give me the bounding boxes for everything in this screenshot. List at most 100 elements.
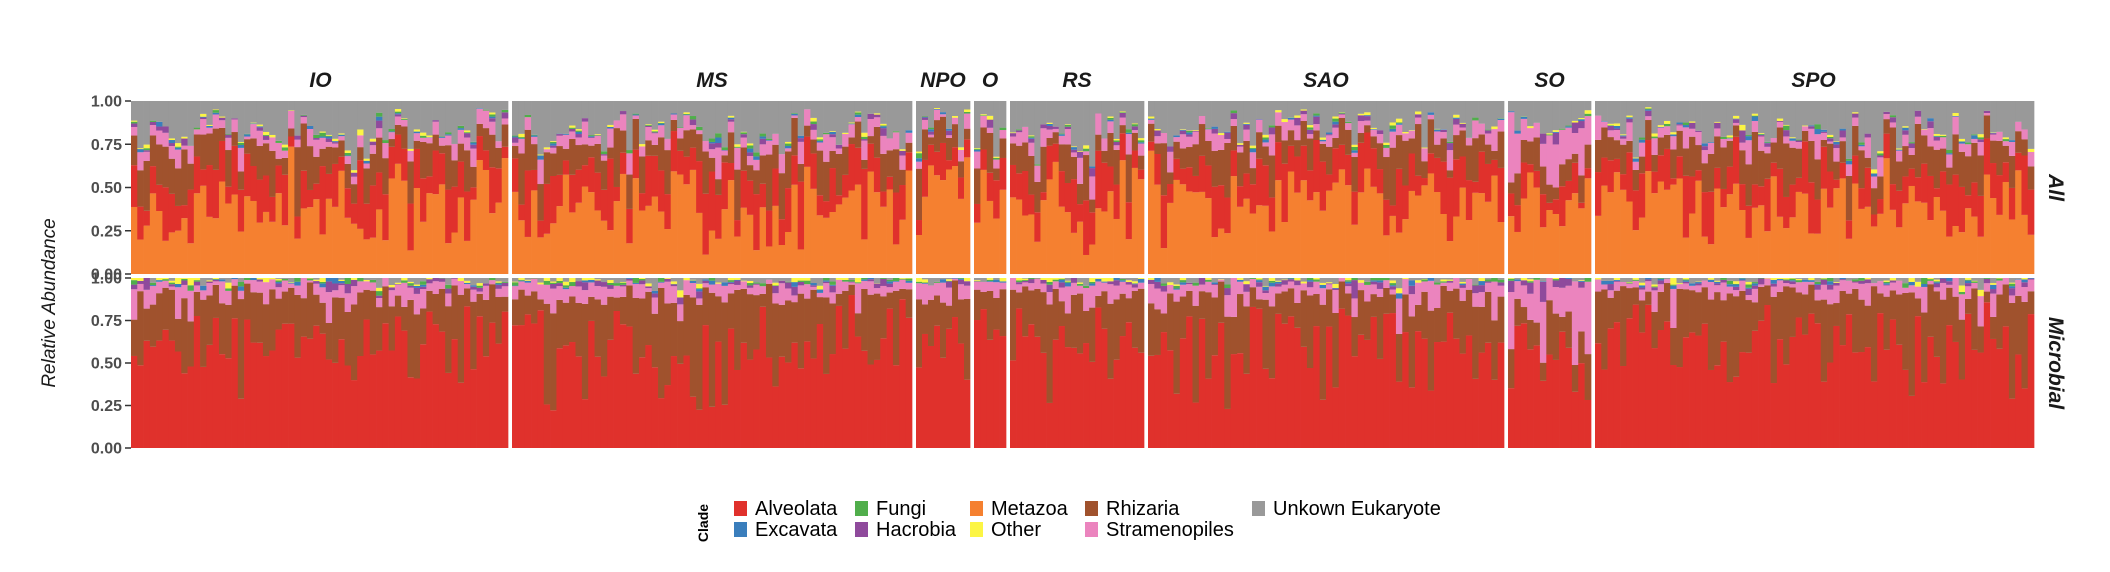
bar-segment-alveolata xyxy=(1052,339,1060,448)
bar-segment-stramenopiles xyxy=(1249,278,1257,288)
bar-segment-stramenopiles xyxy=(922,119,929,130)
bar-segment-metazoa xyxy=(464,240,471,274)
bar-segment-alveolata xyxy=(940,357,947,448)
bar-segment-alveolata xyxy=(791,342,799,448)
bar-segment-hacrobia xyxy=(325,281,333,293)
bar-segment-rhizaria xyxy=(1552,313,1560,360)
bar-segment-alveolata xyxy=(1345,315,1352,448)
bar-segment-rhizaria xyxy=(1281,140,1289,164)
bar-segment-other xyxy=(388,285,396,288)
panel-all-ms xyxy=(512,101,913,274)
bar-segment-rhizaria xyxy=(438,288,446,332)
bar-segment-metazoa xyxy=(1345,185,1352,274)
bar-segment-rhizaria xyxy=(980,291,988,310)
bar-segment-stramenopiles xyxy=(143,151,151,161)
bar-segment-unkown-eukaryote xyxy=(658,101,665,122)
bar-segment-alveolata xyxy=(940,142,947,181)
bar-segment-excavata xyxy=(823,280,830,282)
bar-segment-alveolata xyxy=(1421,338,1429,448)
bar-segment-fungi xyxy=(1364,281,1371,285)
bar-segment-stramenopiles xyxy=(2002,278,2010,285)
bar-segment-alveolata xyxy=(445,189,452,244)
bar-segment-alveolata xyxy=(237,398,245,448)
bar-segment-rhizaria xyxy=(1946,167,1953,185)
bar-segment-excavata xyxy=(512,136,519,138)
bar-segment-stramenopiles xyxy=(174,287,182,319)
bar-segment-rhizaria xyxy=(1446,290,1454,313)
bar-segment-other xyxy=(1243,122,1251,124)
bar-segment-unkown-eukaryote xyxy=(1958,278,1966,286)
bar-segment-rhizaria xyxy=(476,123,484,137)
bar-segment-fungi xyxy=(1726,137,1734,139)
bar-segment-stramenopiles xyxy=(980,115,988,128)
bar-segment-stramenopiles xyxy=(1224,138,1231,143)
bar-segment-rhizaria xyxy=(1739,150,1746,185)
bar-segment-rhizaria xyxy=(294,147,301,217)
bar-segment-stramenopiles xyxy=(1626,283,1633,289)
bar-segment-alveolata xyxy=(162,329,170,448)
bar-segment-metazoa xyxy=(495,202,503,274)
bar-segment-rhizaria xyxy=(1889,127,1897,185)
bar-segment-other xyxy=(1070,146,1078,148)
bar-segment-metazoa xyxy=(670,171,678,274)
bar-segment-rhizaria xyxy=(1601,127,1608,158)
bar-segment-stramenopiles xyxy=(1167,151,1174,173)
bar-segment-hacrobia xyxy=(1306,129,1314,135)
bar-segment-hacrobia xyxy=(556,134,564,136)
bar-segment-hacrobia xyxy=(413,287,421,294)
bar-segment-metazoa xyxy=(1160,248,1168,274)
bar-segment-rhizaria xyxy=(708,292,716,407)
bar-segment-rhizaria xyxy=(1795,292,1803,318)
bar-segment-stramenopiles xyxy=(1958,294,1966,320)
y-tick-label: 1.00 xyxy=(91,271,122,288)
bar-segment-stramenopiles xyxy=(1313,124,1320,131)
bar-segment-other xyxy=(1971,280,1978,282)
bar-segment-alveolata xyxy=(1833,325,1840,448)
bar-segment-unkown-eukaryote xyxy=(457,101,465,126)
bar-segment-stramenopiles xyxy=(438,137,446,146)
bar-segment-fungi xyxy=(964,111,971,114)
bar-segment-alveolata xyxy=(1224,408,1231,448)
bar-segment-unkown-eukaryote xyxy=(1701,278,1709,281)
bar-segment-rhizaria xyxy=(1484,291,1492,343)
bar-segment-rhizaria xyxy=(689,129,697,148)
bar-segment-rhizaria xyxy=(993,297,1000,330)
bar-segment-hacrobia xyxy=(873,114,881,118)
bar-segment-hacrobia xyxy=(1552,280,1560,288)
bar-segment-alveolata xyxy=(1237,353,1244,448)
bar-segment-alveolata xyxy=(1645,140,1652,172)
bar-segment-metazoa xyxy=(1101,211,1108,274)
bar-segment-fungi xyxy=(187,285,195,291)
bar-segment-unkown-eukaryote xyxy=(1389,101,1397,123)
bar-segment-alveolata xyxy=(1211,355,1219,448)
bar-segment-fungi xyxy=(928,127,935,130)
bar-segment-hacrobia xyxy=(445,288,452,294)
bar-segment-alveolata xyxy=(1275,142,1282,181)
bar-segment-alveolata xyxy=(986,172,994,201)
bar-segment-metazoa xyxy=(1801,193,1809,274)
bar-segment-fungi xyxy=(1527,281,1534,283)
bar-segment-alveolata xyxy=(1983,302,1991,448)
bar-segment-hacrobia xyxy=(1695,283,1702,286)
bar-segment-stramenopiles xyxy=(1714,285,1721,293)
bar-segment-excavata xyxy=(1332,121,1340,125)
bar-segment-other xyxy=(1167,282,1174,285)
bar-segment-other xyxy=(1040,278,1047,280)
bar-segment-alveolata xyxy=(1345,154,1352,186)
bar-segment-fungi xyxy=(369,279,377,283)
bar-segment-metazoa xyxy=(1726,194,1734,274)
bar-segment-metazoa xyxy=(993,218,1000,274)
bar-segment-metazoa xyxy=(225,203,232,274)
bar-segment-rhizaria xyxy=(1345,293,1352,316)
bar-segment-excavata xyxy=(1820,129,1828,132)
bar-segment-stramenopiles xyxy=(332,290,339,298)
bar-segment-alveolata xyxy=(1682,175,1690,238)
bar-segment-metazoa xyxy=(1484,201,1492,274)
bar-segment-stramenopiles xyxy=(451,143,459,161)
bar-segment-stramenopiles xyxy=(388,132,396,140)
bar-segment-fungi xyxy=(1933,135,1941,137)
bar-segment-alveolata xyxy=(1508,193,1515,217)
bar-segment-hacrobia xyxy=(1198,278,1206,285)
bar-segment-excavata xyxy=(476,108,484,109)
